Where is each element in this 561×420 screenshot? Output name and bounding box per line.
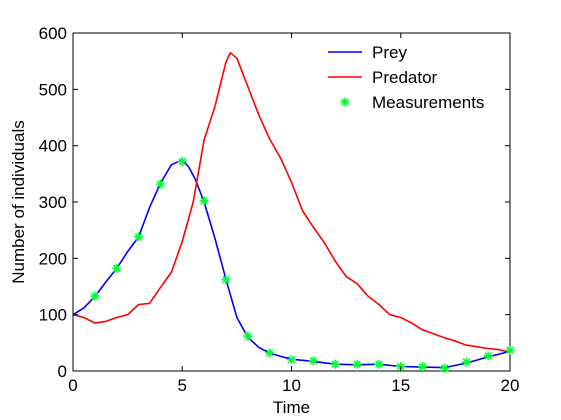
legend-measurements-swatch [340, 97, 350, 107]
measurements-marker [155, 179, 165, 189]
y-tick-label: 100 [39, 306, 67, 325]
y-tick-label: 0 [58, 362, 67, 381]
measurements-marker [265, 348, 275, 358]
y-tick-label: 300 [39, 193, 67, 212]
legend-prey-label: Prey [372, 43, 407, 62]
measurements-marker [483, 351, 493, 361]
measurements-marker [352, 359, 362, 369]
series-layer [72, 51, 515, 373]
measurements-marker [461, 357, 471, 367]
x-tick-label: 10 [282, 376, 301, 395]
measurements-marker [177, 156, 187, 166]
predator-line [72, 51, 511, 354]
measurements-marker [221, 275, 231, 285]
y-tick-label: 600 [39, 24, 67, 43]
measurements-marker [287, 355, 296, 365]
y-tick-label: 500 [39, 80, 67, 99]
x-tick-label: 0 [68, 376, 77, 395]
x-tick-label: 20 [501, 376, 520, 395]
x-axis-label: Time [273, 398, 310, 417]
x-tick-label: 5 [178, 376, 187, 395]
axes-box [72, 32, 511, 372]
measurements-marker [505, 345, 515, 355]
y-tick-label: 200 [39, 249, 67, 268]
legend: Prey Predator Measurements [328, 43, 484, 112]
measurements-marker [308, 356, 318, 366]
plot-area [72, 32, 511, 372]
y-axis-label: Number of individuals [9, 120, 28, 283]
measurements-marker [418, 361, 428, 371]
legend-predator-label: Predator [372, 68, 438, 87]
y-tick-label: 400 [39, 137, 67, 156]
measurements-marker [374, 359, 384, 369]
measurements-marker [199, 196, 209, 206]
measurements-marker [134, 232, 144, 242]
measurements-marker [330, 359, 340, 369]
measurements-marker [243, 331, 253, 341]
legend-measurements-label: Measurements [372, 93, 484, 112]
x-tick-label: 15 [391, 376, 410, 395]
measurements-marker [112, 263, 122, 273]
measurements-marker [90, 291, 100, 301]
measurements-marker [439, 363, 449, 373]
